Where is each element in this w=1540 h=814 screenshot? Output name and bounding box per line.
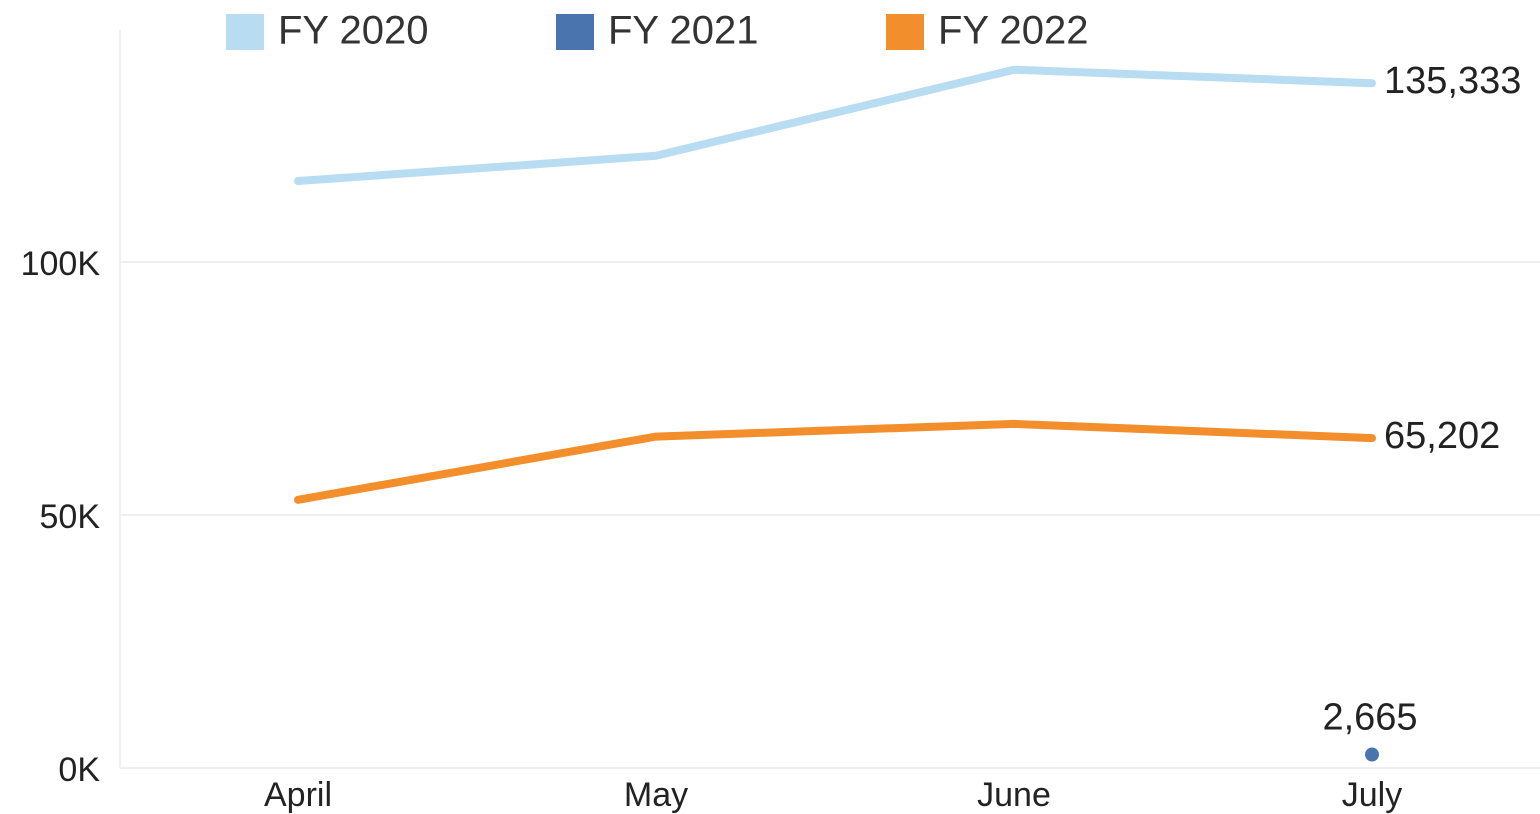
series-line <box>298 424 1372 500</box>
legend-label: FY 2021 <box>608 9 759 53</box>
legend-swatch <box>556 14 594 50</box>
x-tick-label: July <box>1342 776 1402 814</box>
y-axis: 0K 50K 100K <box>21 245 101 789</box>
legend-label: FY 2022 <box>938 9 1089 53</box>
legend-swatch <box>226 14 264 50</box>
gridlines <box>120 30 1540 768</box>
x-tick-label: June <box>977 776 1051 814</box>
legend: FY 2020 FY 2021 FY 2022 <box>226 9 1089 53</box>
y-tick-label: 0K <box>58 751 100 789</box>
series-line <box>298 70 1372 181</box>
data-labels: 135,333 65,202 2,665 <box>1322 60 1521 738</box>
series-layer <box>298 70 1379 762</box>
x-tick-label: May <box>624 776 688 814</box>
y-tick-label: 100K <box>21 245 101 283</box>
legend-label: FY 2020 <box>278 9 429 53</box>
y-tick-label: 50K <box>40 498 101 536</box>
data-label: 65,202 <box>1384 415 1500 457</box>
data-label: 135,333 <box>1384 60 1521 102</box>
data-label: 2,665 <box>1322 697 1417 739</box>
x-axis: April May June July <box>264 776 1402 814</box>
x-tick-label: April <box>264 776 332 814</box>
legend-swatch <box>886 14 924 50</box>
series-point <box>1365 748 1379 762</box>
